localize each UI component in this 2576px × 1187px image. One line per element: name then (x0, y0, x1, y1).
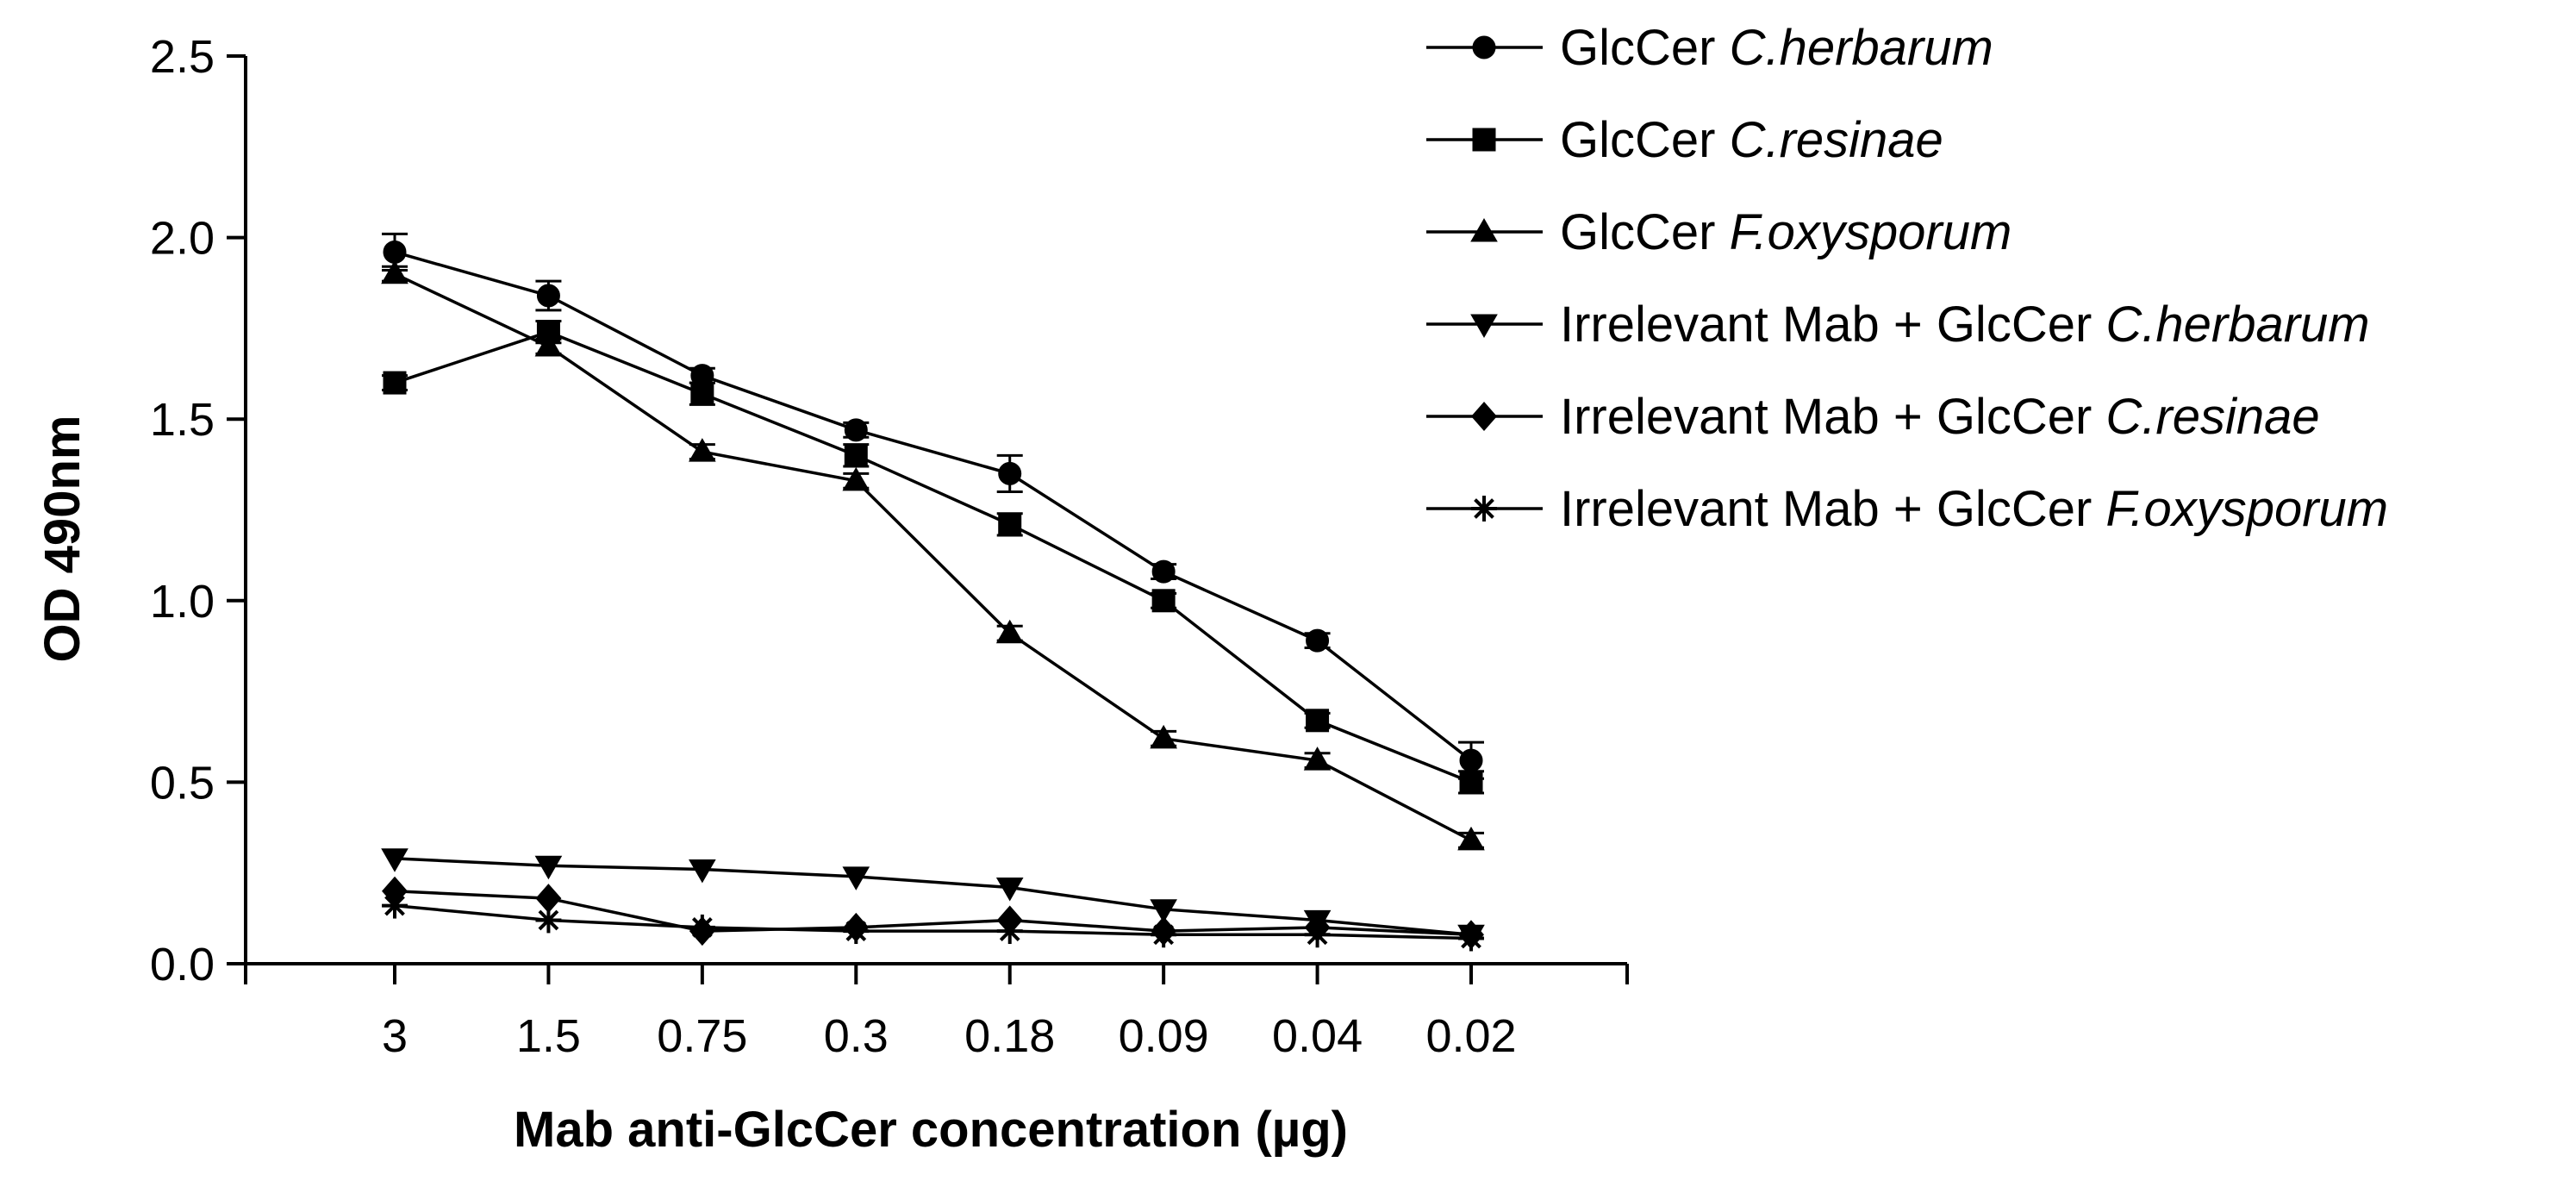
legend-label-species: F.oxysporum (2105, 481, 2388, 537)
legend-item-4: Irrelevant Mab + GlcCer C.herbarum (1426, 297, 2370, 353)
x-tick-label: 0.09 (1119, 1010, 1209, 1062)
marker-triangle-up (1457, 826, 1485, 851)
legend-label: Irrelevant Mab + GlcCer C.herbarum (1560, 297, 2370, 353)
x-tick-label: 0.02 (1425, 1010, 1516, 1062)
marker-diamond (1471, 401, 1497, 432)
legend-item-5: Irrelevant Mab + GlcCer C.resinae (1426, 389, 2320, 445)
marker-square (1306, 709, 1330, 733)
marker-asterisk (382, 892, 408, 919)
marker-triangle-up (1470, 218, 1498, 242)
legend-label: Irrelevant Mab + GlcCer F.oxysporum (1560, 481, 2388, 537)
marker-circle (844, 418, 868, 442)
marker-circle (383, 240, 407, 264)
x-tick-label: 0.3 (824, 1010, 889, 1062)
x-tick-label: 3 (382, 1010, 408, 1062)
series-line (394, 272, 1472, 842)
legend-label: GlcCer F.oxysporum (1560, 204, 2012, 260)
marker-circle (1459, 748, 1483, 772)
series-group (381, 232, 1485, 952)
marker-triangle-up (381, 259, 409, 284)
series-3 (381, 259, 1485, 851)
series-line (394, 330, 1472, 784)
marker-asterisk (996, 918, 1023, 945)
series-1 (382, 232, 1484, 780)
axes: 0.0 0.5 1.0 1.5 2.0 2.5 3 1.5 0.75 0.3 0.18 0.09 0.0… (150, 31, 1629, 1062)
x-tick-label: 0.04 (1272, 1010, 1363, 1062)
y-tick-label: 2.5 (150, 31, 215, 83)
legend-item-6: Irrelevant Mab + GlcCer F.oxysporum (1426, 481, 2388, 537)
y-tick-label: 0.5 (150, 757, 215, 809)
legend-label-prefix: Irrelevant Mab + GlcCer (1560, 481, 2105, 537)
marker-triangle-up (534, 333, 563, 357)
legend-label-prefix: Irrelevant Mab + GlcCer (1560, 297, 2105, 353)
x-tick-label: 0.75 (657, 1010, 747, 1062)
marker-asterisk (843, 918, 870, 945)
marker-triangle-up (689, 438, 716, 462)
x-tick-label: 0.18 (964, 1010, 1055, 1062)
marker-square (690, 382, 714, 406)
marker-triangle-up (1303, 747, 1332, 771)
marker-triangle-down (534, 855, 563, 880)
marker-square (998, 512, 1022, 536)
series-line (394, 890, 1472, 937)
marker-triangle-up (842, 466, 870, 491)
marker-circle (1472, 35, 1496, 59)
legend-label-species: C.resinae (1730, 112, 1943, 168)
marker-circle (1306, 628, 1330, 653)
marker-triangle-down (1470, 314, 1498, 338)
marker-asterisk (1458, 925, 1484, 952)
legend-label-prefix: Irrelevant Mab + GlcCer (1560, 389, 2105, 445)
legend-label-species: C.herbarum (1730, 20, 1993, 76)
legend-label: Irrelevant Mab + GlcCer C.resinae (1560, 389, 2320, 445)
series-line (394, 250, 1473, 762)
legend-label-prefix: GlcCer (1560, 20, 1730, 76)
marker-triangle-down (842, 866, 870, 890)
marker-triangle-up (1150, 724, 1177, 749)
marker-square (383, 371, 407, 395)
marker-triangle-up (995, 619, 1024, 644)
marker-triangle-down (995, 877, 1024, 902)
y-tick-label: 2.0 (150, 213, 215, 265)
marker-triangle-down (381, 848, 409, 872)
marker-asterisk (1304, 921, 1331, 948)
legend-label-species: F.oxysporum (1730, 204, 2012, 260)
legend-item-2: GlcCer C.resinae (1426, 112, 1943, 168)
x-tick-label: 1.5 (516, 1010, 581, 1062)
legend-item-1: GlcCer C.herbarum (1426, 20, 1993, 76)
legend-label-prefix: GlcCer (1560, 204, 1730, 260)
series-line (394, 857, 1472, 937)
marker-circle (1151, 559, 1176, 584)
y-axis-title: OD 490nm (34, 415, 90, 663)
series-6 (382, 892, 1484, 952)
marker-asterisk (535, 907, 562, 934)
marker-square (1472, 128, 1496, 152)
marker-square (844, 443, 868, 467)
marker-asterisk (1471, 496, 1497, 522)
x-axis-title: Mab anti-GlcCer concentration (µg) (514, 1102, 1348, 1158)
marker-square (1151, 589, 1176, 613)
y-tick-label: 0.0 (150, 939, 215, 990)
legend-label-prefix: GlcCer (1560, 112, 1730, 168)
marker-triangle-down (689, 859, 716, 884)
marker-asterisk (689, 914, 715, 940)
legend-label-species: C.herbarum (2105, 297, 2369, 353)
y-tick-label: 1.0 (150, 576, 215, 628)
legend-item-3: GlcCer F.oxysporum (1426, 204, 2012, 260)
series-line (394, 903, 1472, 940)
marker-triangle-down (1150, 899, 1177, 923)
legend-label-species: C.resinae (2105, 389, 2319, 445)
y-tick-label: 1.5 (150, 394, 215, 446)
legend-label: GlcCer C.resinae (1560, 112, 1943, 168)
marker-circle (536, 284, 560, 308)
marker-asterisk (1151, 921, 1177, 948)
legend-label: GlcCer C.herbarum (1560, 20, 1993, 76)
marker-square (1459, 770, 1483, 794)
marker-circle (998, 461, 1022, 485)
